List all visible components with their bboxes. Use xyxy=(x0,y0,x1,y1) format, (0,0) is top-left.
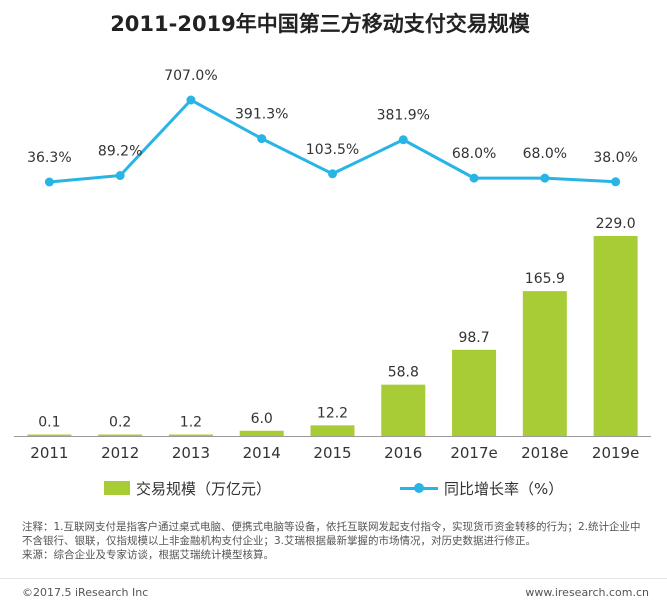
x-tick-label-2017e: 2017e xyxy=(450,444,497,462)
growth-label-2017e: 68.0% xyxy=(452,146,496,162)
bar-label-2017e: 98.7 xyxy=(458,330,489,346)
growth-point-2017e xyxy=(469,173,479,183)
x-tick-label-2016: 2016 xyxy=(384,444,422,462)
bar-2018e xyxy=(522,291,567,436)
bar-2019e xyxy=(593,236,638,436)
growth-point-2012 xyxy=(115,171,125,181)
line-layer: 36.3% 89.2% 707.0% 391.3% 103.5% 381.9% 68.0% 6… xyxy=(27,68,638,187)
x-tick-label-2011: 2011 xyxy=(30,444,68,462)
bar-2016 xyxy=(381,384,426,436)
growth-label-2019e: 38.0% xyxy=(593,150,637,166)
footer-divider xyxy=(0,578,667,579)
growth-point-2013 xyxy=(186,95,196,105)
bar-label-2015: 12.2 xyxy=(317,405,348,421)
growth-point-2016 xyxy=(398,135,408,145)
x-tick-label-2013: 2013 xyxy=(172,444,210,462)
axis-layer: 2011 2012 2013 2014 2015 2016 2017e 2018e 2019e xyxy=(14,436,651,462)
legend-line: 同比增长率（%） xyxy=(400,477,563,499)
legend-bar: 交易规模（万亿元） xyxy=(104,477,271,499)
growth-label-2013: 707.0% xyxy=(164,68,217,84)
x-tick-label-2014: 2014 xyxy=(243,444,281,462)
legend-line-swatch xyxy=(400,481,438,495)
bar-2015 xyxy=(310,425,355,436)
growth-point-2018e xyxy=(540,173,550,183)
legend-line-label: 同比增长率（%） xyxy=(444,479,564,498)
bar-label-2018e: 165.9 xyxy=(525,271,565,287)
bars-layer: 0.1 0.2 1.2 6.0 12.2 58.8 98.7 165.9 229.0 xyxy=(27,216,638,436)
bar-2014 xyxy=(239,430,284,436)
growth-point-2014 xyxy=(257,134,267,144)
growth-label-2016: 381.9% xyxy=(377,108,430,124)
notes-line-1: 注释：1.互联网支付是指客户通过桌式电脑、便携式电脑等设备，依托互联网发起支付指… xyxy=(22,521,641,547)
bar-label-2016: 58.8 xyxy=(388,365,419,381)
chart-title: 2011-2019年中国第三方移动支付交易规模 xyxy=(110,12,530,36)
bar-2017e xyxy=(452,349,497,436)
growth-point-2015 xyxy=(328,169,337,179)
x-tick-label-2015: 2015 xyxy=(313,444,351,462)
growth-label-2012: 89.2% xyxy=(98,144,142,160)
bar-2013 xyxy=(168,434,213,436)
growth-point-2019e xyxy=(611,177,621,187)
footer-copyright: ©2017.5 iResearch Inc xyxy=(22,586,149,599)
x-tick-label-2018e: 2018e xyxy=(521,444,568,462)
growth-point-2011 xyxy=(44,177,54,187)
x-tick-label-2012: 2012 xyxy=(101,444,139,462)
bar-label-2019e: 229.0 xyxy=(596,216,636,232)
x-tick-label-2019e: 2019e xyxy=(592,444,639,462)
legend-bar-label: 交易规模（万亿元） xyxy=(136,479,272,498)
bar-label-2011: 0.1 xyxy=(38,415,60,431)
growth-label-2014: 391.3% xyxy=(235,107,288,123)
growth-label-2015: 103.5% xyxy=(306,142,359,158)
bar-2011 xyxy=(27,434,72,436)
growth-label-2011: 36.3% xyxy=(27,150,71,166)
footer-website: www.iresearch.com.cn xyxy=(525,586,649,599)
growth-label-2018e: 68.0% xyxy=(523,146,567,162)
bar-label-2013: 1.2 xyxy=(180,415,202,431)
bar-label-2012: 0.2 xyxy=(109,415,131,431)
bar-label-2014: 6.0 xyxy=(251,411,273,427)
bar-2012 xyxy=(98,434,143,436)
notes-line-2: 来源：综合企业及专家访谈，根据艾瑞统计模型核算。 xyxy=(22,549,274,561)
legend-bar-swatch xyxy=(104,481,130,495)
chart-notes: 注释：1.互联网支付是指客户通过桌式电脑、便携式电脑等设备，依托互联网发起支付指… xyxy=(22,520,650,562)
